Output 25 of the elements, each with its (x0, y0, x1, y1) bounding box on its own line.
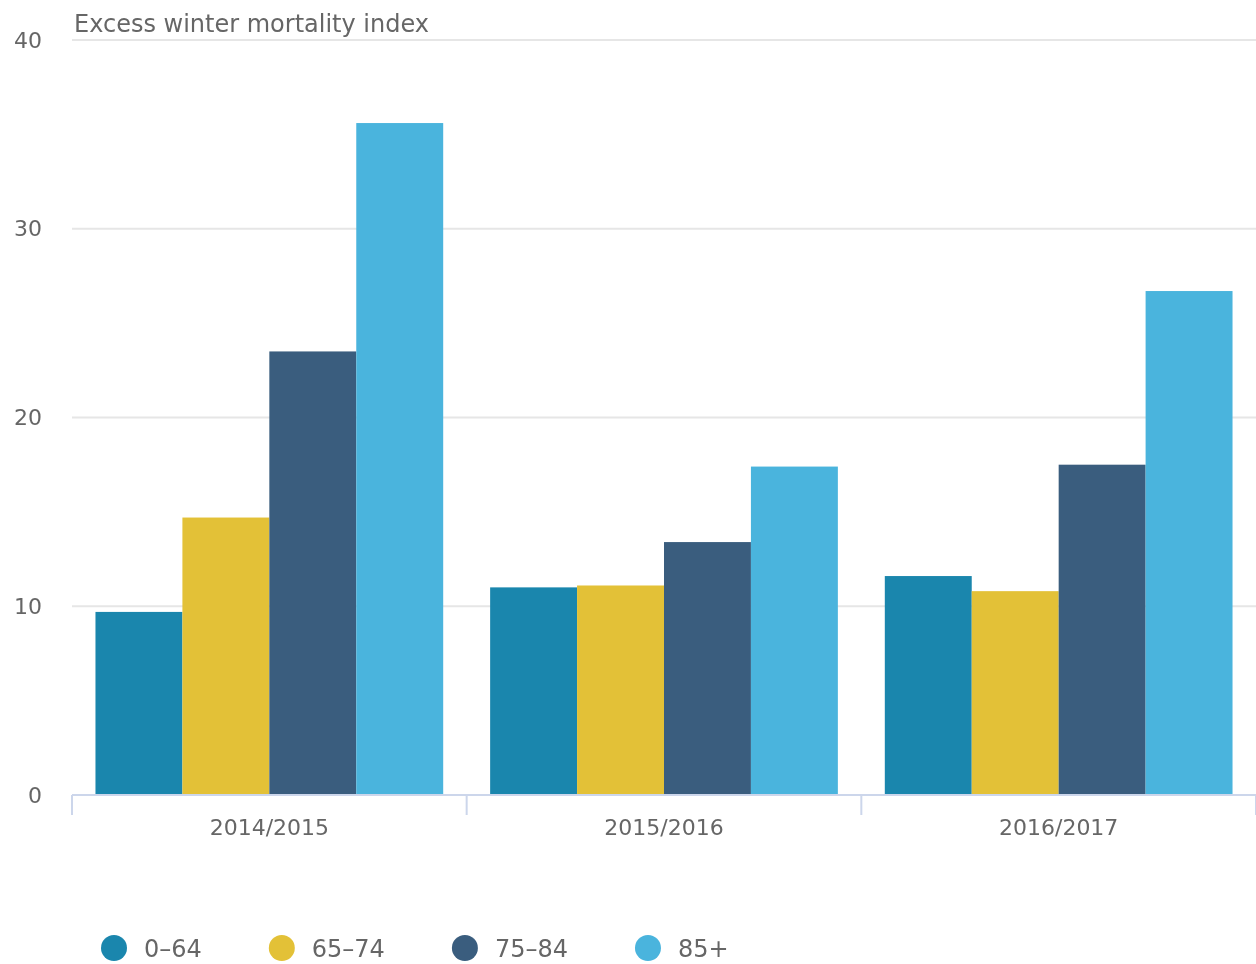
y-tick-label: 40 (14, 27, 42, 53)
bar (182, 517, 270, 795)
legend-label: 0–64 (144, 935, 202, 963)
bar (269, 351, 357, 795)
bar (95, 611, 183, 795)
bar (356, 123, 444, 795)
x-tick-label: 2014/2015 (209, 814, 330, 840)
y-tick-label: 0 (28, 782, 42, 808)
bar (490, 587, 578, 795)
y-axis-title: Excess winter mortality index (74, 10, 430, 38)
bar (1145, 291, 1233, 795)
bar (577, 585, 664, 795)
bar (664, 542, 751, 795)
x-tick-label: 2015/2016 (604, 814, 724, 840)
legend-label: 75–84 (494, 935, 568, 963)
legend-label: 65–74 (311, 935, 385, 963)
x-tick-label: 2016/2017 (998, 814, 1119, 840)
bar (971, 591, 1059, 795)
bar (884, 576, 972, 795)
y-tick-label: 30 (14, 216, 42, 242)
y-tick-label: 10 (14, 593, 42, 619)
bar (1058, 464, 1146, 795)
legend-label: 85+ (677, 935, 729, 963)
y-tick-label: 20 (14, 405, 42, 431)
bar (750, 466, 838, 795)
